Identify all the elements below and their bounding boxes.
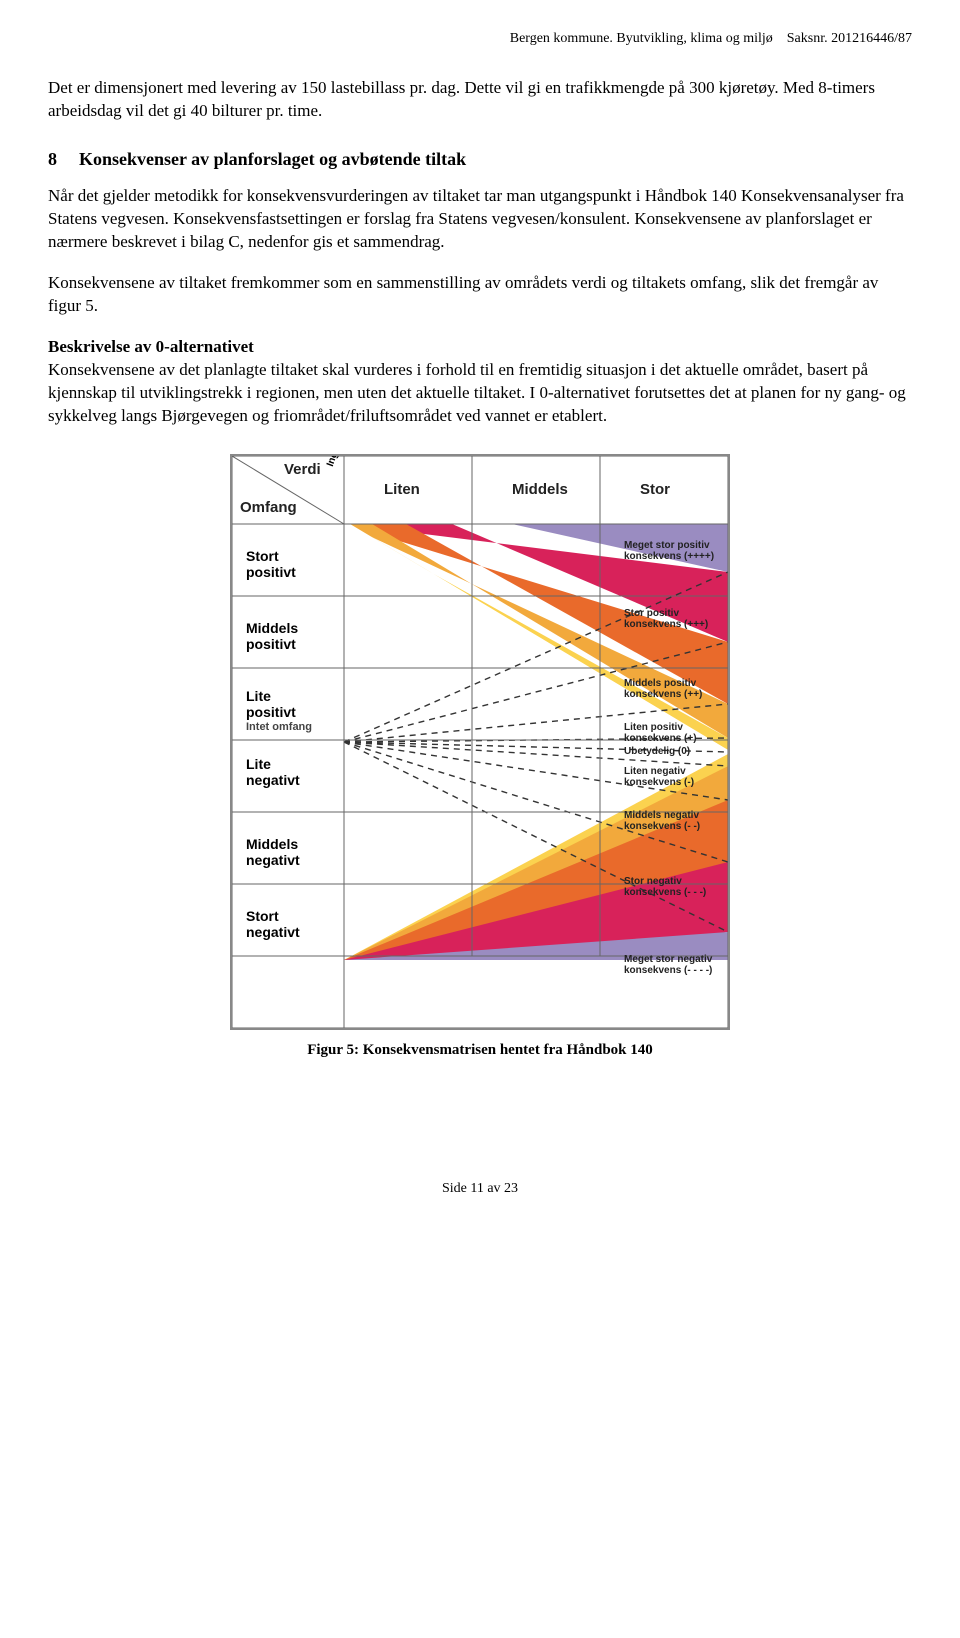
row-label-4: Middelsnegativt: [246, 836, 300, 870]
axis-label-verdi: Verdi: [284, 460, 321, 480]
paragraph-zero-alt: Beskrivelse av 0-alternativet Konsekvens…: [48, 336, 912, 428]
axis-label-omfang: Omfang: [240, 498, 297, 518]
header-saksnr: 201216446/87: [831, 31, 912, 46]
row-label-5: Stortnegativt: [246, 908, 300, 942]
consequence-label-1: Stor positivkonsekvens (+++): [624, 608, 708, 631]
header-saksnr-label: Saksnr.: [787, 31, 828, 46]
zero-alt-lead: Beskrivelse av 0-alternativet: [48, 337, 254, 356]
header-org: Bergen kommune. Byutvikling, klima og mi…: [510, 31, 773, 46]
figure-caption: Figur 5: Konsekvensmatrisen hentet fra H…: [48, 1040, 912, 1060]
row-label-2: LitepositivtIntet omfang: [246, 688, 312, 735]
col-label-middels: Middels: [512, 480, 568, 500]
col-label-liten: Liten: [384, 480, 420, 500]
section-title: Konsekvenser av planforslaget og avbøten…: [79, 147, 466, 171]
page-footer: Side 11 av 23: [48, 1180, 912, 1199]
consequence-label-4: Ubetydelig (0): [624, 746, 690, 758]
consequence-label-7: Stor negativkonsekvens (- - -): [624, 876, 706, 899]
paragraph-method: Når det gjelder metodikk for konsekvensv…: [48, 185, 912, 254]
col-label-stor: Stor: [640, 480, 670, 500]
consequence-label-3: Liten positivkonsekvens (+): [624, 722, 697, 745]
paragraph-fig-ref: Konsekvensene av tiltaket fremkommer som…: [48, 272, 912, 318]
row-label-3: Litenegativt: [246, 756, 300, 790]
section-heading: 8 Konsekvenser av planforslaget og avbøt…: [48, 147, 912, 171]
page-header: Bergen kommune. Byutvikling, klima og mi…: [48, 30, 912, 49]
section-number: 8: [48, 147, 57, 171]
consequence-label-0: Meget stor positivkonsekvens (++++): [624, 540, 714, 563]
paragraph-intro: Det er dimensjonert med levering av 150 …: [48, 77, 912, 123]
zero-alt-body: Konsekvensene av det planlagte tiltaket …: [48, 360, 906, 425]
consequence-label-8: Meget stor negativkonsekvens (- - - -): [624, 954, 712, 977]
row-label-1: Middelspositivt: [246, 620, 298, 654]
row-label-0: Stortpositivt: [246, 548, 296, 582]
consequence-label-2: Middels positivkonsekvens (++): [624, 678, 702, 701]
consequence-matrix: VerdiOmfangIngen verdiLitenMiddelsStorSt…: [230, 454, 730, 1030]
consequence-label-5: Liten negativkonsekvens (-): [624, 766, 694, 789]
consequence-label-6: Middels negativkonsekvens (- -): [624, 810, 700, 833]
